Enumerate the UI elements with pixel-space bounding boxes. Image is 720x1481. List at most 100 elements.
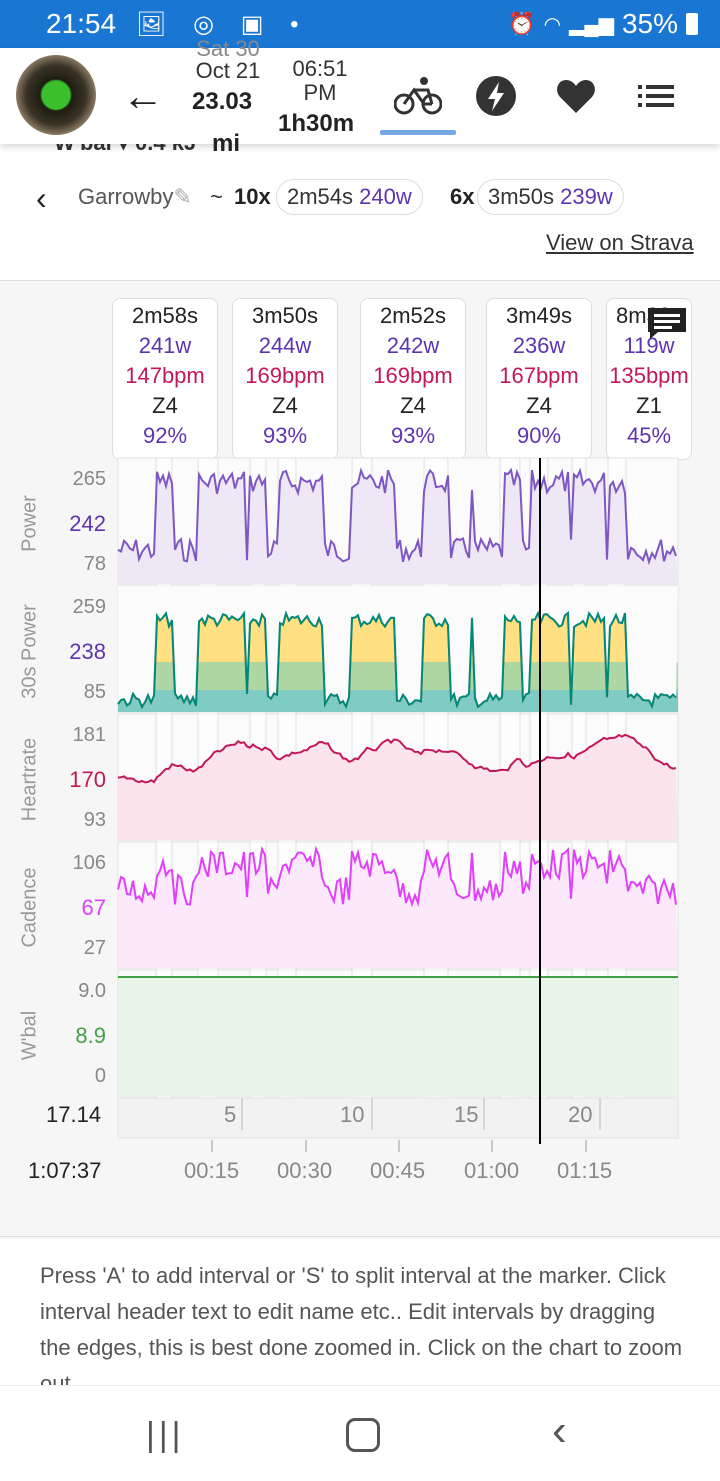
alarm-icon: ⏰ (508, 11, 536, 36)
tab-indicator (380, 130, 456, 135)
comment-icon[interactable] (646, 306, 688, 340)
interval-card-pct: 93% (390, 423, 436, 448)
interval-card-hr: 167bpm (499, 363, 579, 388)
notification-icons: 🖼 ◎ ▣ • (136, 11, 309, 38)
route-name[interactable]: Garrowby✎ (78, 184, 192, 210)
help-text: Press 'A' to add interval or 'S' to spli… (40, 1263, 683, 1396)
wbal-value: 8.9 (75, 1023, 106, 1048)
time-tick-0100: 01:00 (464, 1158, 520, 1183)
interval-card-power: 242w (386, 333, 440, 358)
interval-card-zone: Z4 (272, 393, 298, 418)
power30-mask (118, 586, 678, 707)
set1-duration: 2m54s (287, 184, 354, 209)
avatar[interactable] (16, 55, 96, 135)
cadence-max: 106 (72, 852, 106, 874)
chevron-left-icon[interactable]: ‹ (36, 180, 47, 216)
power-area (118, 470, 678, 584)
view-on-strava-link[interactable]: View on Strava (546, 230, 694, 255)
interval-card-time: 2m52s (379, 303, 447, 328)
interval-card-hr: 147bpm (125, 363, 205, 388)
status-right: ⏰ ◠ ▂▄▆ 35% (508, 8, 698, 40)
interval-card-pct: 45% (626, 423, 672, 448)
interval-card[interactable]: 2m52s 242w 169bpm Z4 93% (360, 298, 466, 460)
set1-pill[interactable]: 2m54s 240w (276, 179, 423, 215)
separator: ~ (210, 184, 223, 209)
back-nav-icon[interactable]: ‹ (552, 1406, 567, 1455)
power30-max: 259 (72, 596, 106, 618)
duration: 1h30m (278, 110, 355, 137)
set2-power: 239w (560, 184, 613, 209)
cadence-min: 27 (83, 937, 106, 959)
power-value: 242 (69, 511, 106, 536)
bike-icon[interactable] (394, 74, 442, 118)
interval-card-hr: 169bpm (245, 363, 325, 388)
interval-card[interactable]: 3m50s 244w 169bpm Z4 93% (232, 298, 338, 460)
date-line1: Sat 30 (196, 36, 260, 61)
heart-icon[interactable] (554, 74, 598, 118)
power30-min: 85 (83, 681, 106, 703)
interval-card-zone: Z1 (636, 393, 662, 418)
interval-card-zone: Z4 (400, 393, 426, 418)
cadence-area (118, 849, 678, 968)
activity-charts[interactable] (0, 440, 720, 1200)
interval-card-zone: Z4 (526, 393, 552, 418)
interval-card-power: 241w (138, 333, 192, 358)
set2-duration: 3m50s (488, 184, 555, 209)
hr-max: 181 (72, 724, 106, 746)
hr-axis-label: Heartrate (18, 737, 41, 822)
pencil-icon[interactable]: ✎ (173, 184, 192, 209)
android-nav-bar: ||| ‹ (0, 1385, 720, 1481)
distance-axis (117, 1097, 679, 1139)
lightning-icon[interactable] (474, 74, 518, 118)
time-tick-0015: 00:15 (184, 1158, 240, 1183)
recent-apps-icon[interactable]: ||| (146, 1416, 185, 1454)
distance-tick-20: 20 (568, 1102, 593, 1127)
interval-card[interactable]: 2m58s 241w 147bpm Z4 92% (112, 298, 218, 460)
wbal-area (118, 977, 678, 1096)
power30-value: 238 (69, 639, 106, 664)
distance-marker-value: 17.14 (46, 1102, 102, 1127)
hr-value: 170 (69, 767, 106, 792)
signal-icon: ▂▄▆ (569, 13, 614, 36)
hr-min: 93 (83, 809, 106, 831)
distance-unit: mi (212, 130, 241, 157)
wbal-min: 0 (94, 1065, 106, 1087)
power-min: 78 (83, 553, 106, 575)
interval-card[interactable]: 3m49s 236w 167bpm Z4 90% (486, 298, 592, 460)
time-marker-value: 1:07:37 (28, 1158, 102, 1183)
distance: 23.03 (192, 88, 253, 115)
cadence-value: 67 (81, 895, 106, 920)
status-bar: 21:54 🖼 ◎ ▣ • ⏰ ◠ ▂▄▆ 35% (0, 0, 720, 48)
interval-card-power: 236w (512, 333, 566, 358)
list-icon[interactable] (634, 74, 678, 118)
time-line2: PM (303, 80, 337, 105)
wifi-icon: ◠ (543, 13, 562, 36)
time-tick-0045: 00:45 (370, 1158, 426, 1183)
set2-count: 6x (450, 184, 475, 209)
interval-card-power: 244w (258, 333, 312, 358)
time-tick-0115: 01:15 (557, 1158, 613, 1183)
cadence-axis-label: Cadence (18, 867, 41, 948)
time-tick-0030: 00:30 (277, 1158, 333, 1183)
battery-icon (686, 13, 698, 35)
back-arrow-icon[interactable]: ← (122, 72, 164, 119)
status-time: 21:54 (46, 8, 117, 39)
set2-pill[interactable]: 3m50s 239w (477, 179, 624, 215)
interval-card-pct: 93% (262, 423, 308, 448)
time-line1: 06:51 (292, 56, 348, 81)
home-icon[interactable] (346, 1418, 380, 1452)
interval-card-zone: Z4 (152, 393, 178, 418)
interval-card-time: 3m49s (505, 303, 573, 328)
cadence-line (117, 845, 677, 908)
set1-power: 240w (359, 184, 412, 209)
power-axis-label: Power (18, 495, 41, 552)
route-name-text: Garrowby (78, 184, 174, 209)
distance-tick-10: 10 (340, 1102, 365, 1127)
interval-card-time: 2m58s (131, 303, 199, 328)
interval-card-hr: 135bpm (609, 363, 689, 388)
power-line (117, 467, 677, 566)
interval-card-power: 119w (623, 333, 675, 358)
activity-header: ← Sat 30 Oct 21 23.03 mi 06:51 PM 1h30m (0, 36, 720, 157)
date-line2: Oct 21 (195, 58, 261, 83)
divider (0, 1236, 720, 1237)
